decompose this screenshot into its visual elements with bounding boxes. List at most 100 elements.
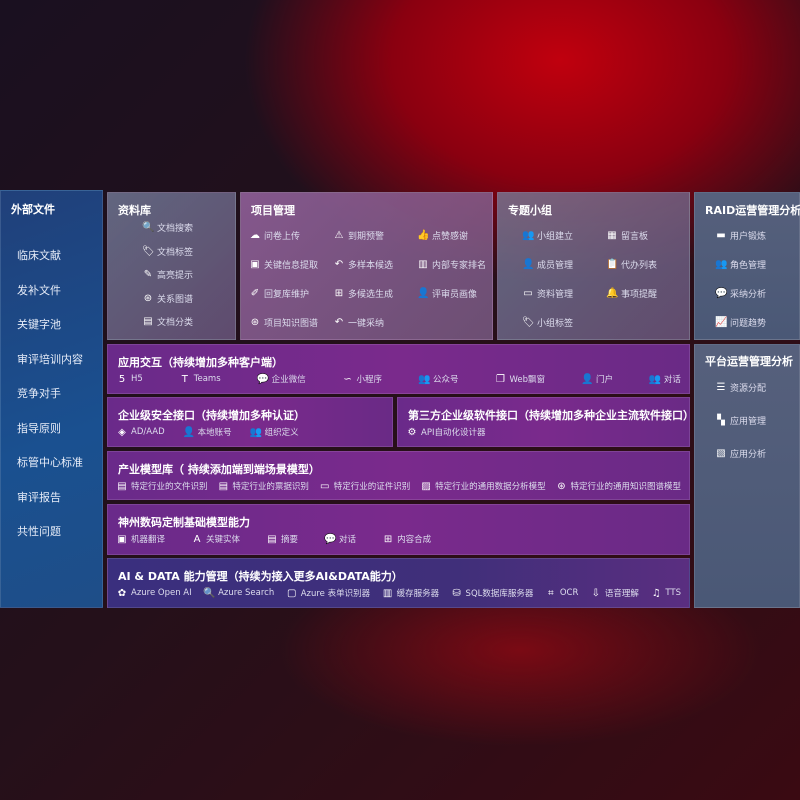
interaction-item[interactable]: 👤 门户 <box>581 373 613 386</box>
group-item[interactable]: ▦ 留言板 <box>606 229 648 242</box>
library-item[interactable]: 🏷 文档标签 <box>142 245 193 258</box>
interaction-item[interactable]: 👥 公众号 <box>418 373 459 386</box>
item-label: 组织定义 <box>264 428 299 438</box>
cache-server-icon: ▥ <box>382 587 393 599</box>
thirdparty-item[interactable]: ⚙ API自动化设计器 <box>406 426 486 439</box>
aidata-item[interactable]: ▢ Azure 表单识别器 <box>286 587 370 600</box>
project-item[interactable]: ↶ 多样本候选 <box>333 258 393 271</box>
item-label: 问卷上传 <box>264 232 301 242</box>
item-label: 点赞感谢 <box>432 232 469 242</box>
puzzle-icon: ⊞ <box>334 288 344 299</box>
aidata-item[interactable]: 🔍 Azure Search <box>203 588 274 599</box>
sidebar-item[interactable]: 审评培训内容 <box>17 352 83 366</box>
base-item[interactable]: ▣ 机器翻译 <box>116 533 165 546</box>
platform-item[interactable]: ☰ 资源分配 <box>715 381 767 394</box>
item-label: 特定行业的通用数据分析模型 <box>435 482 546 492</box>
library-item[interactable]: ✎ 高亮提示 <box>142 268 193 281</box>
group-item[interactable]: 📋 代办列表 <box>606 258 657 271</box>
raid-item[interactable]: ▬ 用户锻炼 <box>715 229 766 242</box>
interaction-item[interactable]: ❐ Web飘窗 <box>494 373 545 386</box>
project-item[interactable]: 👍 点赞感谢 <box>417 229 468 242</box>
tag-icon: 🏷 <box>142 245 155 257</box>
project-item[interactable]: ▣ 关键信息提取 <box>249 258 318 271</box>
base-item[interactable]: 💬 对话 <box>324 533 357 546</box>
edit-icon: ✐ <box>250 288 260 299</box>
security-item[interactable]: 👥 组织定义 <box>250 426 299 439</box>
interaction-item[interactable]: T Teams <box>179 374 221 385</box>
item-label: 评审员画像 <box>432 290 478 300</box>
sidebar-item[interactable]: 标管中心标准 <box>17 456 83 469</box>
platform-panel: 平台运营管理分析 ☰ 资源分配 ▚ 应用管理 ▧ 应用分析 <box>694 344 800 608</box>
project-item[interactable]: ▥ 内部专家排名 <box>417 258 486 271</box>
item-label: 企业微信 <box>271 375 306 385</box>
platform-item[interactable]: ▧ 应用分析 <box>715 447 766 460</box>
library-item[interactable]: 🔍 文档搜索 <box>142 221 193 234</box>
raid-item[interactable]: 💬 采纳分析 <box>715 287 766 300</box>
aidata-item[interactable]: ✿ Azure Open AI <box>116 588 192 599</box>
project-item[interactable]: ⊞ 多候选生成 <box>333 287 393 300</box>
industry-item[interactable]: ▭ 特定行业的证件识别 <box>319 480 410 493</box>
industry-item[interactable]: ⊛ 特定行业的通用知识图谱模型 <box>555 480 681 493</box>
interaction-item[interactable]: 💬 企业微信 <box>257 373 306 386</box>
project-item[interactable]: 👤 评审员画像 <box>417 287 477 300</box>
industry-items-row: ▤ 特定行业的文件识别 ▤ 特定行业的票据识别 ▭ 特定行业的证件识别 ▨ 特定行业的通用数据… <box>116 480 681 493</box>
sidebar-item[interactable]: 竞争对手 <box>17 387 61 400</box>
raid-panel: RAID运营管理分析 ▬ 用户锻炼 👥 角色管理 💬 采纳分析 📈 问题趋势 <box>694 192 800 340</box>
topic-group-panel: 专题小组 👥 小组建立 ▦ 留言板 👤 成员管理 📋 代办列表 ▭ 资料管理 🔔 事项提醒 🏷 小组标签 <box>497 192 690 340</box>
group-item[interactable]: ▭ 资料管理 <box>522 287 573 300</box>
interaction-item[interactable]: ∽ 小程序 <box>342 373 382 386</box>
item-label: Teams <box>193 374 221 384</box>
thirdparty-items-row: ⚙ API自动化设计器 <box>406 426 681 439</box>
ranking-icon: ▥ <box>418 259 428 270</box>
item-label: 多样本候选 <box>348 261 394 271</box>
sidebar-item[interactable]: 指导原则 <box>17 421 61 435</box>
pen-icon: ✎ <box>143 269 153 280</box>
library-item[interactable]: ▤ 文档分类 <box>142 315 193 328</box>
interaction-item[interactable]: 👥 对话 <box>649 373 681 386</box>
compose-icon: ⊞ <box>383 533 393 545</box>
item-label: 事项提醒 <box>621 290 658 300</box>
id-card-icon: ▭ <box>319 480 330 492</box>
openai-icon: ✿ <box>117 587 127 599</box>
id-card-icon: ▬ <box>716 230 726 241</box>
project-item[interactable]: ⊛ 项目知识图谱 <box>249 316 318 329</box>
aidata-item[interactable]: ⛁ SQL数据库服务器 <box>451 587 533 600</box>
sidebar-item[interactable]: 关键字池 <box>17 318 61 331</box>
project-item[interactable]: ↶ 一键采纳 <box>333 316 384 329</box>
panel-title: 应用交互（持续增加多种客户端） <box>118 356 283 369</box>
chart-icon: ▨ <box>421 480 431 492</box>
interaction-item[interactable]: 5 H5 <box>116 374 143 385</box>
security-item[interactable]: 👤 本地账号 <box>183 426 232 439</box>
base-item[interactable]: ⊞ 内容合成 <box>382 533 431 546</box>
raid-item[interactable]: 👥 角色管理 <box>715 258 766 271</box>
panel-title: AI & DATA 能力管理（持续为接入更多AI&DATA能力） <box>118 570 403 583</box>
aidata-item[interactable]: ⇩ 语音理解 <box>590 587 639 600</box>
group-item[interactable]: 👤 成员管理 <box>522 258 573 271</box>
sidebar-item[interactable]: 共性问题 <box>17 525 61 538</box>
base-item[interactable]: ▤ 摘要 <box>266 533 298 546</box>
sidebar-item[interactable]: 审评报告 <box>17 490 61 504</box>
industry-item[interactable]: ▨ 特定行业的通用数据分析模型 <box>420 480 546 493</box>
project-item[interactable]: ⚠ 到期预警 <box>333 229 385 242</box>
aidata-item[interactable]: ⌗ OCR <box>545 588 578 599</box>
group-item[interactable]: 👥 小组建立 <box>522 229 573 242</box>
aidata-item[interactable]: ▥ 缓存服务器 <box>382 587 439 600</box>
sidebar-item[interactable]: 发补文件 <box>17 283 61 297</box>
security-item[interactable]: ◈ AD/AAD <box>116 427 165 438</box>
raid-item[interactable]: 📈 问题趋势 <box>715 316 766 329</box>
project-item[interactable]: ☁ 问卷上传 <box>249 229 300 242</box>
group-item[interactable]: 🔔 事项提醒 <box>606 287 657 300</box>
industry-item[interactable]: ▤ 特定行业的票据识别 <box>217 480 309 493</box>
interaction-items-row: 5 H5 T Teams 💬 企业微信 ∽ 小程序 👥 公众号 ❐ Web飘窗 👤 门户 👥 对话 <box>116 373 681 386</box>
api-gear-icon: ⚙ <box>407 426 417 438</box>
industry-item[interactable]: ▤ 特定行业的文件识别 <box>116 480 207 493</box>
item-label: 对话 <box>339 535 357 545</box>
platform-item[interactable]: ▚ 应用管理 <box>715 414 766 427</box>
sidebar-item[interactable]: 临床文献 <box>17 249 61 262</box>
library-item[interactable]: ⊛ 关系图谱 <box>142 292 193 305</box>
group-item[interactable]: 🏷 小组标签 <box>522 316 573 329</box>
base-item[interactable]: A 关键实体 <box>191 533 240 546</box>
tts-icon: ♫ <box>651 587 661 599</box>
aidata-item[interactable]: ♫ TTS <box>650 588 681 599</box>
project-item[interactable]: ✐ 回复库维护 <box>249 287 309 300</box>
